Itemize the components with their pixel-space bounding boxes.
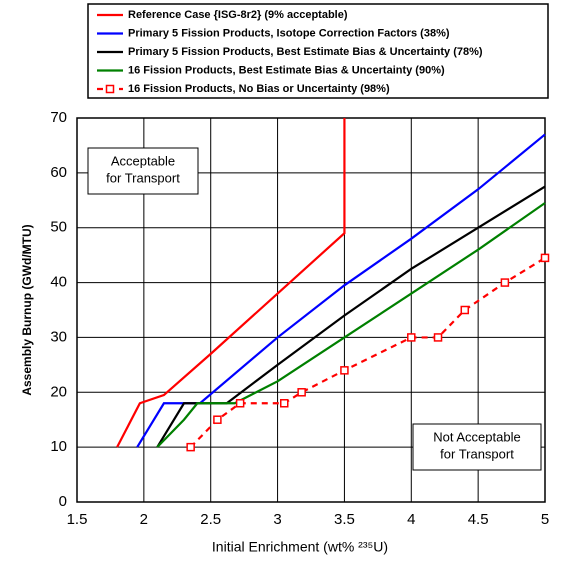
annotation-box [87, 147, 199, 195]
x-tick-label: 3.5 [334, 511, 355, 528]
legend-label: Reference Case {ISG-8r2} (9% acceptable) [128, 9, 348, 21]
annotation: Not Acceptable [433, 429, 520, 444]
y-tick-label: 0 [59, 493, 67, 510]
marker [500, 278, 510, 287]
legend-label: 16 Fission Products, No Bias or Uncertai… [128, 83, 390, 95]
marker [460, 305, 470, 315]
y-tick-label: 30 [50, 328, 67, 345]
x-tick-label: 2 [140, 511, 148, 528]
series-line [136, 133, 546, 448]
y-tick-label: 70 [50, 109, 67, 126]
marker [407, 333, 416, 342]
legend-marker [105, 84, 115, 94]
y-tick-label: 50 [50, 219, 67, 236]
series-line [156, 202, 546, 448]
annotation: for Transport [440, 446, 514, 461]
x-tick-label: 1.5 [67, 511, 88, 528]
x-axis-label: Initial Enrichment (wt% ²³⁵U) [212, 539, 388, 555]
marker [235, 399, 245, 408]
marker [280, 399, 289, 408]
marker [297, 388, 306, 397]
legend-label: 16 Fission Products, Best Estimate Bias … [128, 64, 445, 76]
marker [213, 415, 222, 424]
annotation: for Transport [106, 170, 180, 185]
legend-box [87, 3, 549, 99]
x-tick-label: 5 [541, 511, 549, 528]
x-tick-label: 3 [273, 511, 281, 528]
legend-label: Primary 5 Fission Products, Best Estimat… [128, 46, 483, 58]
legend-label: Primary 5 Fission Products, Isotope Corr… [128, 27, 450, 39]
series-line [156, 185, 546, 448]
annotation: Acceptable [111, 153, 175, 168]
marker [433, 333, 443, 342]
series-line [116, 118, 346, 448]
y-tick-label: 40 [50, 274, 67, 291]
x-tick-label: 4.5 [468, 511, 489, 528]
marker [186, 442, 195, 452]
x-tick-label: 2.5 [200, 511, 221, 528]
y-axis-label: Assembly Burnup (GWd/MTU) [20, 224, 34, 395]
y-tick-label: 60 [50, 164, 67, 181]
marker [340, 366, 349, 375]
y-tick-label: 20 [50, 383, 67, 400]
x-tick-label: 4 [407, 511, 415, 528]
marker [540, 253, 550, 263]
annotation-box [412, 423, 542, 471]
y-tick-label: 10 [50, 438, 67, 455]
